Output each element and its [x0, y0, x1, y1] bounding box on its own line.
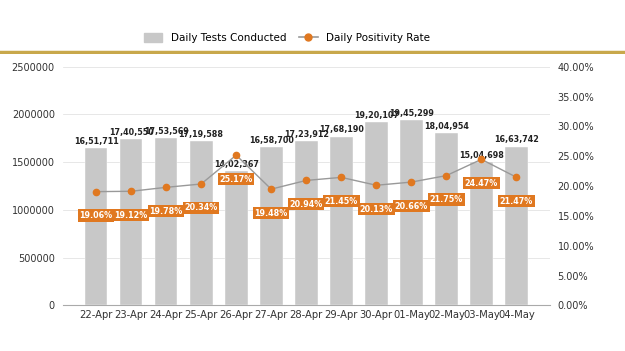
Bar	[120, 139, 142, 305]
Text: 25.17%: 25.17%	[219, 175, 253, 184]
Text: 20.34%: 20.34%	[184, 204, 218, 212]
Text: 18,04,954: 18,04,954	[424, 122, 469, 131]
Text: 16,51,711: 16,51,711	[74, 137, 118, 146]
Text: 21.47%: 21.47%	[500, 197, 533, 206]
Text: 16,63,742: 16,63,742	[494, 135, 539, 144]
Bar	[400, 120, 422, 305]
Text: 19,45,299: 19,45,299	[389, 108, 434, 118]
Text: India Trend: Daily positivity and daily tests conducted: India Trend: Daily positivity and daily …	[9, 15, 603, 34]
Bar	[470, 162, 492, 305]
Text: 21.75%: 21.75%	[430, 195, 463, 204]
Bar	[435, 133, 457, 305]
Bar	[190, 141, 213, 305]
Text: 17,19,588: 17,19,588	[179, 130, 224, 139]
Bar	[295, 141, 318, 305]
Bar	[155, 138, 178, 305]
Text: 19,20,107: 19,20,107	[354, 111, 399, 120]
Bar	[225, 172, 248, 305]
Text: 19.48%: 19.48%	[254, 208, 288, 218]
Text: 20.13%: 20.13%	[360, 205, 393, 214]
Text: 15,04,698: 15,04,698	[459, 151, 504, 160]
Text: 14,02,367: 14,02,367	[214, 160, 259, 170]
Bar	[365, 122, 388, 305]
Text: 19.06%: 19.06%	[79, 211, 112, 220]
Bar	[260, 147, 282, 305]
Text: 19.78%: 19.78%	[149, 207, 182, 216]
Bar	[505, 146, 528, 305]
Text: 20.94%: 20.94%	[289, 200, 323, 209]
Text: 17,53,569: 17,53,569	[144, 127, 189, 136]
Text: 24.47%: 24.47%	[465, 179, 498, 188]
Bar	[330, 137, 352, 305]
Text: 19.12%: 19.12%	[114, 211, 148, 220]
Text: 21.45%: 21.45%	[324, 197, 358, 206]
Legend: Daily Tests Conducted, Daily Positivity Rate: Daily Tests Conducted, Daily Positivity …	[144, 33, 430, 43]
Text: 17,23,912: 17,23,912	[284, 130, 329, 139]
Text: 17,40,550: 17,40,550	[109, 128, 154, 137]
Bar	[84, 148, 107, 305]
Text: 16,58,700: 16,58,700	[249, 136, 294, 145]
Text: 20.66%: 20.66%	[395, 201, 428, 211]
Text: 17,68,190: 17,68,190	[319, 125, 364, 134]
